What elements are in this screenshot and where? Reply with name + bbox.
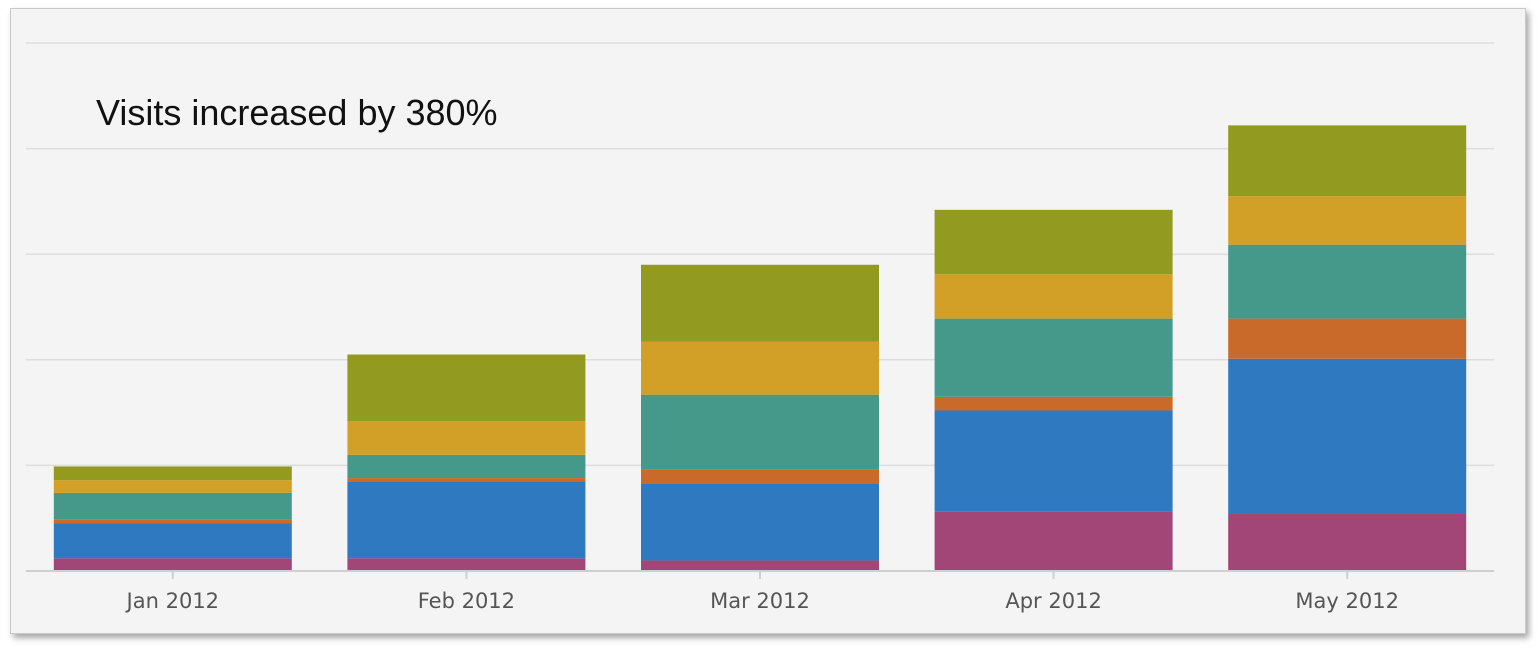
bar-segment bbox=[934, 511, 1173, 571]
bar-segment bbox=[1228, 244, 1467, 319]
bar-segment bbox=[641, 264, 879, 342]
bar-segment bbox=[1228, 358, 1467, 514]
bar-segment bbox=[934, 209, 1173, 275]
bar-segment bbox=[347, 354, 586, 422]
bar-segment bbox=[641, 483, 879, 561]
visits-increase-annotation: Visits increased by 380% bbox=[96, 92, 498, 133]
bar-segment bbox=[1228, 318, 1467, 359]
bar-segment bbox=[641, 341, 879, 395]
bar-stack bbox=[347, 354, 586, 571]
x-tick-label: May 2012 bbox=[1295, 589, 1399, 613]
x-axis-ticks: Jan 2012 Feb 2012 Mar 2012 Apr 2012 May 2012 bbox=[125, 571, 1399, 613]
bar-segment bbox=[347, 481, 586, 559]
bar-stack bbox=[641, 264, 879, 571]
bar-segment bbox=[934, 396, 1173, 411]
bar-segment bbox=[641, 560, 879, 571]
bar-segment bbox=[641, 469, 879, 484]
bar-segment bbox=[347, 454, 586, 479]
bar-segment bbox=[53, 519, 292, 524]
x-tick-label: Feb 2012 bbox=[418, 589, 515, 613]
bar-stack bbox=[934, 209, 1173, 571]
bar-segment bbox=[53, 480, 292, 493]
x-tick-label: Apr 2012 bbox=[1005, 589, 1101, 613]
bar-stacks bbox=[53, 125, 1467, 571]
bar-segment bbox=[1228, 196, 1467, 245]
bar-stack bbox=[1228, 125, 1467, 571]
bar-segment bbox=[1228, 513, 1467, 571]
bar-segment bbox=[347, 558, 586, 571]
bar-segment bbox=[53, 492, 292, 520]
x-tick-label: Mar 2012 bbox=[710, 589, 810, 613]
bar-segment bbox=[347, 421, 586, 455]
bar-segment bbox=[1228, 125, 1467, 197]
bar-segment bbox=[641, 394, 879, 470]
bar-segment bbox=[53, 466, 292, 481]
x-tick-label: Jan 2012 bbox=[125, 589, 220, 613]
bar-segment bbox=[934, 410, 1173, 512]
bar-segment bbox=[347, 478, 586, 482]
bar-segment bbox=[934, 274, 1173, 319]
bar-stack bbox=[53, 466, 292, 571]
bar-segment bbox=[934, 318, 1173, 397]
bar-segment bbox=[53, 523, 292, 559]
bar-segment bbox=[53, 558, 292, 571]
